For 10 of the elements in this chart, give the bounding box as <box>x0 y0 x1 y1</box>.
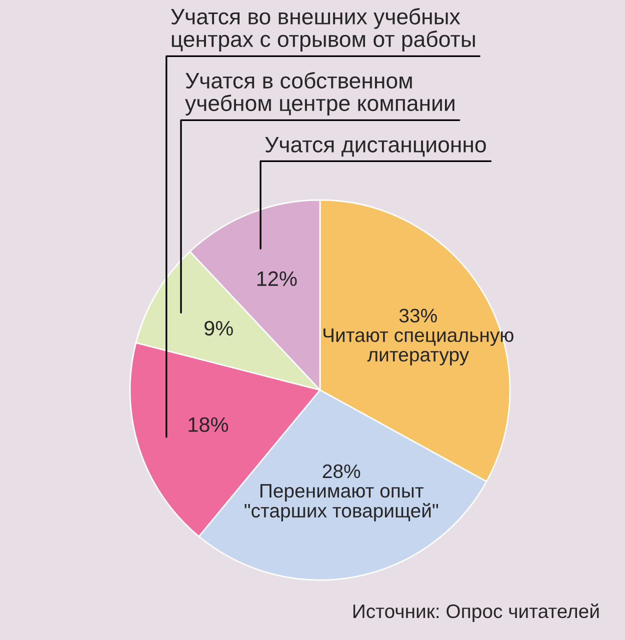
slice-label: Учатся во внешних учебных центрах с отрывом от работы <box>171 8 475 52</box>
slice-label: Учатся дистанционно <box>265 136 486 157</box>
data-label: 28% <box>322 464 360 478</box>
slice-label: Перенимают опыт "старших товарищей" <box>244 484 438 522</box>
data-label: 9% <box>204 320 233 336</box>
slice-label: Учатся в собственном учебном центре компании <box>185 72 454 116</box>
text: Источник: Опрос читателей <box>353 604 599 622</box>
data-label: 12% <box>257 271 297 286</box>
data-label: 33% <box>399 308 437 322</box>
data-label: 18% <box>188 417 228 432</box>
